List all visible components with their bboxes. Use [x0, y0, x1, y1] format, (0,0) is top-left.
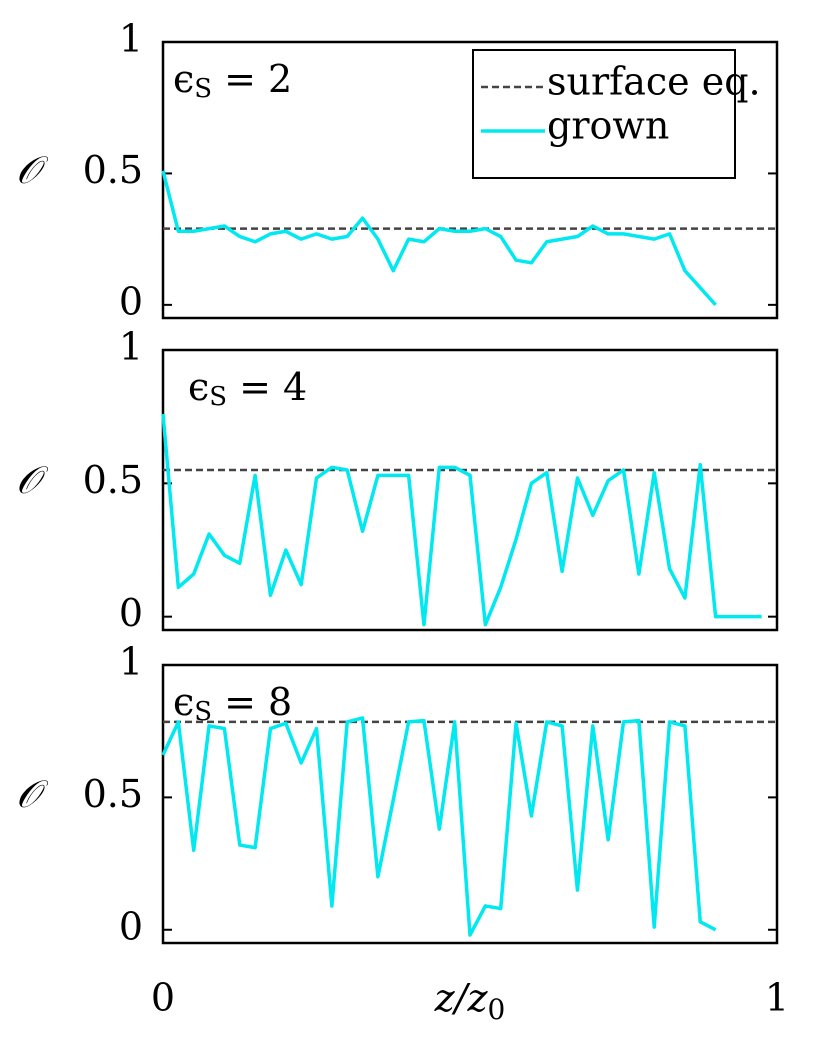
panel-label-rest: = 4 — [239, 365, 307, 409]
x-tick-label: 0 — [151, 976, 175, 1020]
y-tick-label: 1 — [119, 325, 143, 369]
y-tick-label: 1 — [119, 640, 143, 684]
y-tick-label: 0.5 — [83, 772, 143, 816]
panel-label-sub: S — [194, 697, 212, 727]
x-label-main: z/z — [434, 976, 489, 1020]
y-tick-label: 0.5 — [83, 148, 143, 192]
data-line — [161, 716, 717, 937]
plot-frame — [161, 40, 779, 320]
panel-label-symbol: ϵ — [173, 57, 194, 101]
x-tick-label: 1 — [765, 976, 789, 1020]
panel-label-symbol: ϵ — [188, 365, 209, 409]
panel-label-symbol: ϵ — [173, 680, 194, 724]
data-line — [161, 413, 762, 627]
data-line — [161, 170, 717, 307]
panel-label: ϵS = 8 — [173, 680, 292, 728]
panel-label-sub: S — [194, 74, 212, 104]
panel-label-rest: = 2 — [224, 57, 292, 101]
y-tick-label: 0.5 — [83, 458, 143, 502]
legend-label: surface eq. — [547, 60, 761, 104]
panel-label: ϵS = 2 — [173, 57, 292, 105]
plot-frame — [161, 663, 779, 945]
legend-label: grown — [547, 104, 669, 148]
y-axis-label: 𝒪 — [16, 148, 49, 192]
panel-label-sub: S — [209, 382, 227, 412]
x-axis-label: z/z0 — [434, 976, 506, 1026]
y-axis-label: 𝒪 — [16, 458, 49, 502]
plot-frame — [161, 348, 779, 632]
legend-box — [472, 49, 736, 179]
x-label-sub: 0 — [488, 993, 506, 1026]
y-tick-label: 0 — [119, 904, 143, 948]
panel-label-rest: = 8 — [224, 680, 292, 724]
panel-label: ϵS = 4 — [188, 365, 307, 413]
y-tick-label: 0 — [119, 591, 143, 635]
y-axis-label: 𝒪 — [16, 772, 49, 816]
y-tick-label: 0 — [119, 279, 143, 323]
y-tick-label: 1 — [119, 17, 143, 61]
